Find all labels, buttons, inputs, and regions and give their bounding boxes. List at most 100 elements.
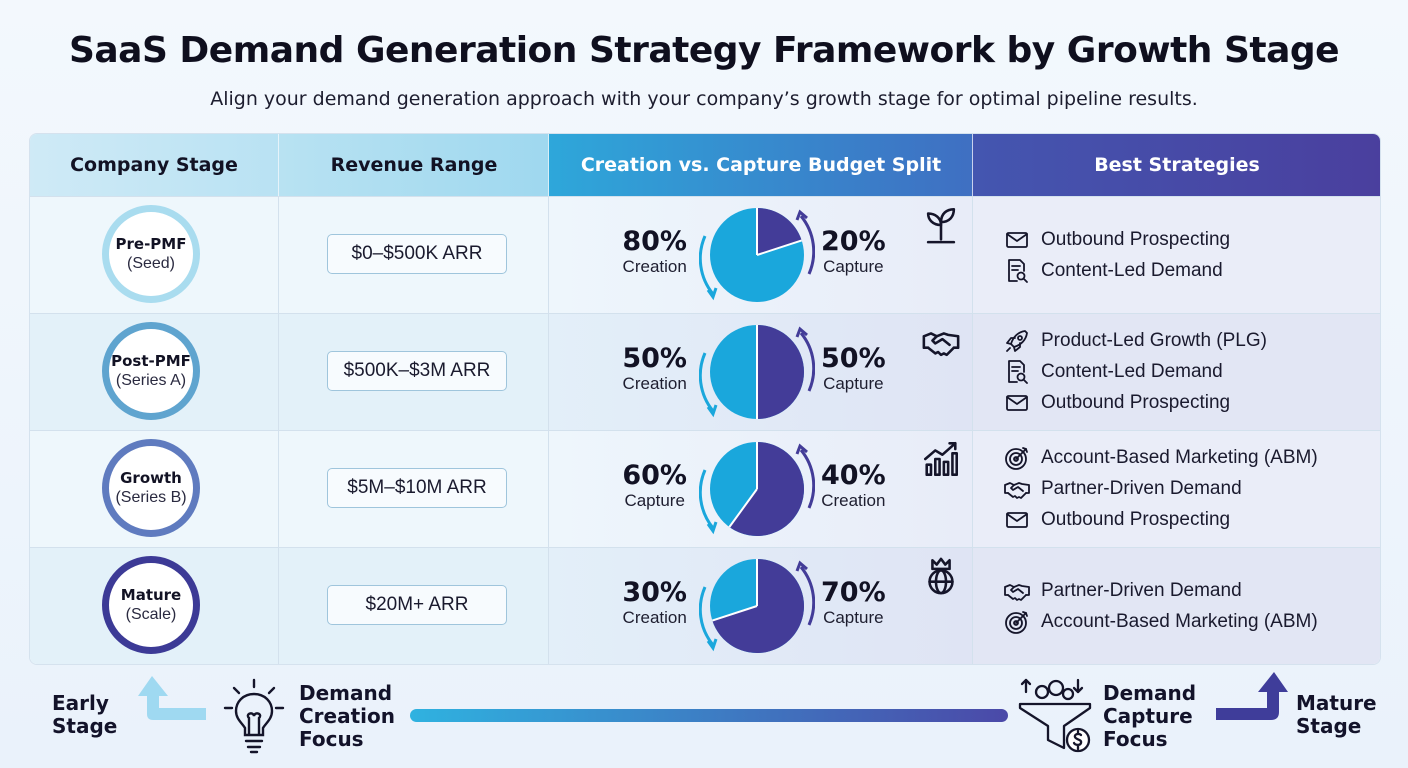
capture-focus-line2: Capture bbox=[1103, 704, 1193, 728]
growth-chart-icon bbox=[924, 442, 958, 476]
split-right: 50% Capture bbox=[821, 344, 886, 394]
stage-name: Post-PMF bbox=[111, 352, 191, 370]
demand-capture-focus-label: Demand Capture Focus bbox=[1103, 682, 1196, 751]
cell-revenue-range: $500K–$3M ARR bbox=[278, 314, 549, 430]
cell-best-strategies: Product-Led Growth (PLG) Content-Led Dema… bbox=[972, 314, 1380, 430]
strategy-item: Content-Led Demand bbox=[1003, 357, 1267, 388]
stage-circle: Growth (Series B) bbox=[102, 439, 200, 537]
cell-company-stage: Post-PMF (Series A) bbox=[30, 314, 278, 430]
budget-pie bbox=[699, 208, 815, 302]
table-row: Mature (Scale) $20M+ ARR 30% Creation 70% Capt… bbox=[30, 547, 1380, 664]
budget-pie bbox=[699, 559, 815, 653]
split-right-label: Creation bbox=[821, 491, 886, 510]
split-right: 20% Capture bbox=[821, 227, 886, 277]
crown-globe-icon bbox=[928, 557, 954, 595]
strategy-list: Product-Led Growth (PLG) Content-Led Dema… bbox=[1003, 314, 1267, 430]
cycle-arrow-left bbox=[699, 586, 715, 646]
strategy-item: Account-Based Marketing (ABM) bbox=[1003, 443, 1318, 474]
strategy-label: Content-Led Demand bbox=[1041, 361, 1223, 382]
strategy-label: Partner-Driven Demand bbox=[1041, 478, 1242, 499]
strategy-list: Account-Based Marketing (ABM) Partner-Dri… bbox=[1003, 431, 1318, 547]
split-left-percent: 80% bbox=[622, 226, 687, 257]
split-left: 80% Creation bbox=[622, 227, 687, 277]
strategy-label: Outbound Prospecting bbox=[1041, 228, 1231, 250]
cell-budget-split: 30% Creation 70% Capture bbox=[548, 548, 973, 664]
split-left: 30% Creation bbox=[622, 578, 687, 628]
strategy-label: Content-Led Demand bbox=[1041, 259, 1223, 281]
funnel-money-icon bbox=[1018, 678, 1092, 753]
split-left-percent: 60% bbox=[622, 460, 687, 491]
cycle-arrow-left bbox=[699, 469, 715, 529]
cell-revenue-range: $5M–$10M ARR bbox=[278, 431, 549, 547]
split-right-label: Capture bbox=[823, 608, 884, 627]
stage-progress-bar bbox=[410, 709, 1008, 722]
split-right: 70% Capture bbox=[821, 578, 886, 628]
table-row: Post-PMF (Series A) $500K–$3M ARR 50% Creati… bbox=[30, 313, 1380, 430]
stage-circle: Mature (Scale) bbox=[102, 556, 200, 654]
split-right-label: Capture bbox=[823, 374, 884, 393]
column-header-best-strategies: Best Strategies bbox=[972, 134, 1380, 196]
stage-round: (Series A) bbox=[115, 372, 187, 389]
mail-icon bbox=[1006, 512, 1028, 528]
column-header-budget-split: Creation vs. Capture Budget Split bbox=[548, 134, 973, 196]
target-icon bbox=[1005, 610, 1028, 634]
handshake-icon bbox=[1004, 482, 1030, 499]
revenue-badge: $20M+ ARR bbox=[327, 585, 507, 625]
stage-name: Mature bbox=[120, 586, 182, 604]
stage-icon bbox=[921, 322, 961, 362]
mail-icon bbox=[1006, 231, 1028, 248]
cycle-arrow-right bbox=[799, 449, 815, 509]
early-stage-line2: Stage bbox=[52, 714, 118, 738]
strategy-item: Partner-Driven Demand bbox=[1003, 474, 1318, 505]
creation-focus-line3: Focus bbox=[299, 727, 364, 751]
capture-focus-line1: Demand bbox=[1103, 681, 1197, 705]
pie-slice-capture bbox=[757, 325, 804, 419]
up-arrow-right-icon bbox=[1216, 672, 1288, 720]
creation-focus-line1: Demand bbox=[299, 681, 393, 705]
cell-company-stage: Mature (Scale) bbox=[30, 548, 278, 664]
rocket-icon bbox=[1006, 330, 1028, 352]
strategy-label: Outbound Prospecting bbox=[1041, 509, 1231, 530]
split-left: 60% Capture bbox=[622, 461, 687, 511]
stage-circle: Pre-PMF (Seed) bbox=[102, 205, 200, 303]
split-left: 50% Creation bbox=[622, 344, 687, 394]
creation-focus-line2: Creation bbox=[299, 704, 395, 728]
strategy-list: Outbound Prospecting Content-Led Demand bbox=[1003, 197, 1230, 313]
cycle-arrow-right bbox=[799, 215, 815, 275]
stage-icon bbox=[921, 439, 961, 479]
revenue-badge: $500K–$3M ARR bbox=[327, 351, 507, 391]
stage-name: Growth bbox=[120, 469, 182, 487]
cell-revenue-range: $20M+ ARR bbox=[278, 548, 549, 664]
strategy-item: Partner-Driven Demand bbox=[1003, 575, 1318, 606]
cycle-arrow-left bbox=[699, 352, 715, 412]
split-left-percent: 50% bbox=[622, 343, 687, 374]
strategy-item: Outbound Prospecting bbox=[1003, 388, 1267, 419]
stage-circle: Post-PMF (Series A) bbox=[102, 322, 200, 420]
split-right-percent: 70% bbox=[821, 577, 886, 608]
mature-stage-line1: Mature bbox=[1296, 691, 1377, 715]
strategy-table: Company Stage Revenue Range Creation vs.… bbox=[29, 133, 1381, 665]
cycle-arrow-right bbox=[799, 332, 815, 392]
lightbulb-icon bbox=[223, 678, 285, 754]
split-left-label: Creation bbox=[622, 374, 687, 393]
cell-revenue-range: $0–$500K ARR bbox=[278, 197, 549, 313]
stage-round: (Scale) bbox=[125, 606, 177, 623]
strategy-label: Account-Based Marketing (ABM) bbox=[1041, 447, 1318, 468]
revenue-badge: $5M–$10M ARR bbox=[327, 468, 507, 508]
cell-budget-split: 60% Capture 40% Creation bbox=[548, 431, 973, 547]
early-stage-label: Early Stage bbox=[52, 692, 117, 738]
split-left-label: Creation bbox=[622, 257, 687, 276]
cell-budget-split: 80% Creation 20% Capture bbox=[548, 197, 973, 313]
cycle-arrow-right bbox=[799, 566, 815, 626]
capture-focus-line3: Focus bbox=[1103, 727, 1168, 751]
column-header-company-stage: Company Stage bbox=[30, 134, 278, 196]
strategy-item: Account-Based Marketing (ABM) bbox=[1003, 606, 1318, 637]
split-right-label: Capture bbox=[823, 257, 884, 276]
strategy-label: Outbound Prospecting bbox=[1041, 392, 1231, 413]
cell-best-strategies: Outbound Prospecting Content-Led Demand bbox=[972, 197, 1380, 313]
document-search-icon bbox=[1008, 360, 1028, 384]
stage-round: (Series B) bbox=[115, 489, 187, 506]
split-right: 40% Creation bbox=[821, 461, 886, 511]
demand-creation-focus-label: Demand Creation Focus bbox=[299, 682, 395, 751]
up-arrow-left-icon bbox=[138, 676, 206, 720]
